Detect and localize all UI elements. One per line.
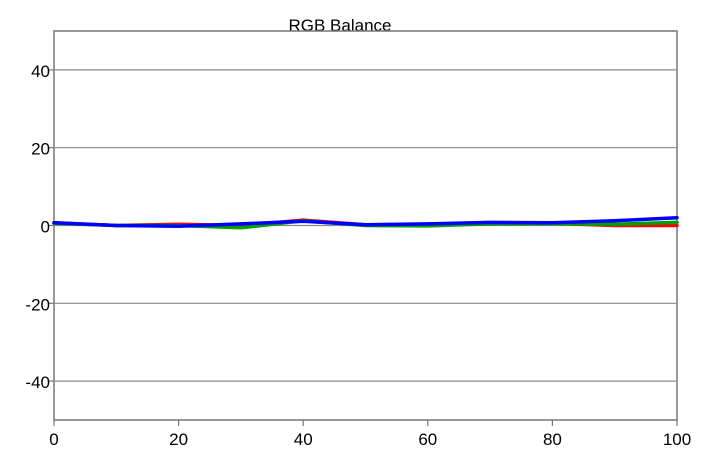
y-tick-label: 40 xyxy=(31,62,50,81)
x-tick-label: 0 xyxy=(49,430,58,449)
x-tick-label: 40 xyxy=(294,430,313,449)
y-tick-label: 0 xyxy=(41,218,50,237)
x-tick-label: 80 xyxy=(543,430,562,449)
y-tick-label: 20 xyxy=(31,140,50,159)
x-tick-label: 20 xyxy=(169,430,188,449)
x-tick-label: 60 xyxy=(418,430,437,449)
y-tick-label: -20 xyxy=(25,295,50,314)
y-tick-label: -40 xyxy=(25,373,50,392)
x-tick-label: 100 xyxy=(663,430,691,449)
axes: 40 20 0 -20 -40 0 20 40 60 80 100 xyxy=(25,62,691,449)
series-line-2 xyxy=(52,215,679,229)
series-group xyxy=(52,215,679,230)
